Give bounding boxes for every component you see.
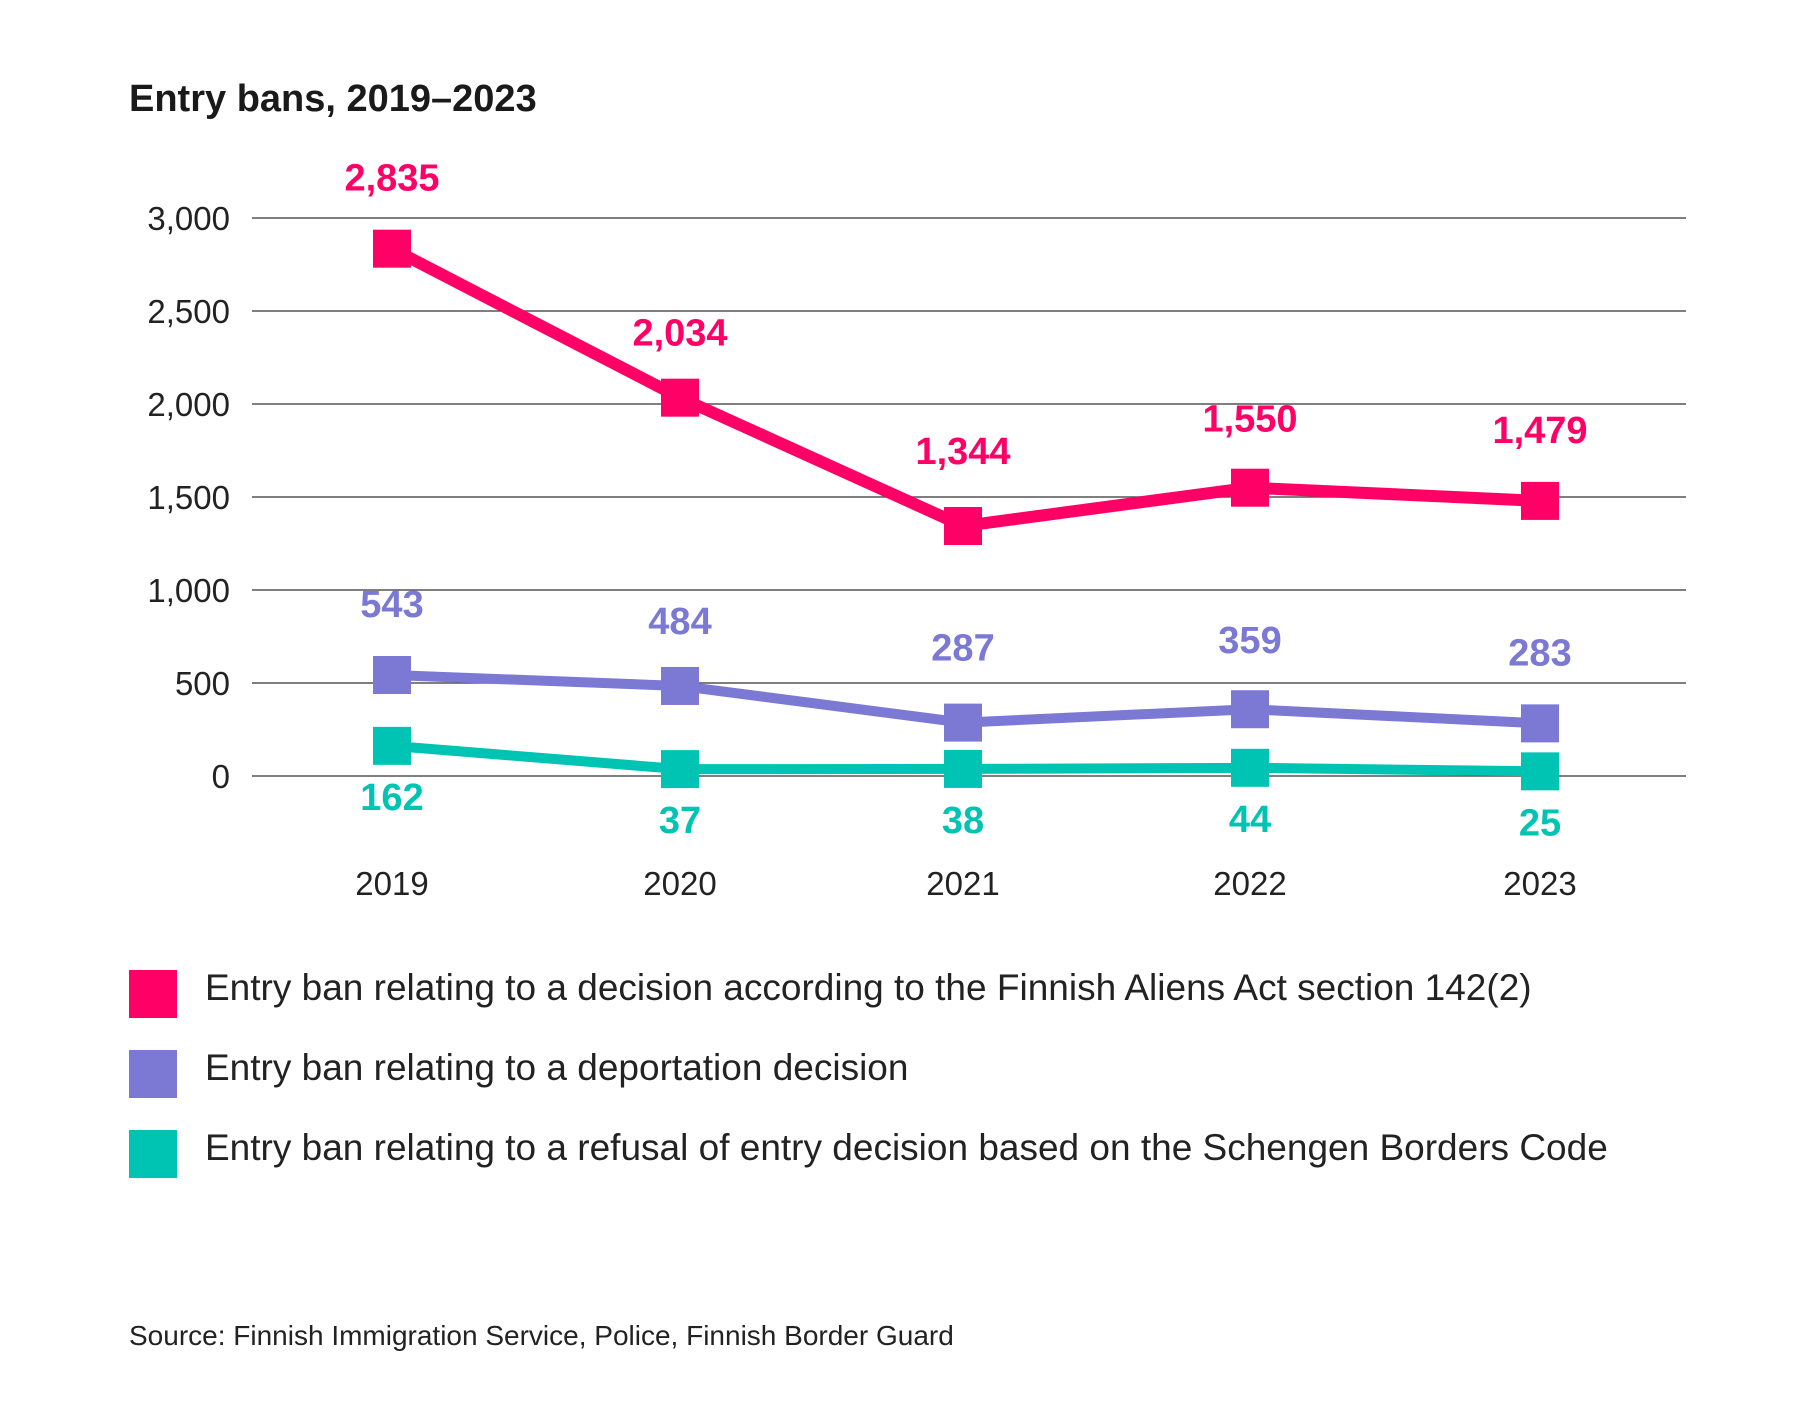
data-label: 1,550 xyxy=(1202,399,1297,441)
series-line xyxy=(389,243,1541,533)
data-label: 283 xyxy=(1508,632,1571,674)
legend-swatch-deportation xyxy=(129,1050,177,1098)
data-label-background xyxy=(1480,627,1600,674)
data-point-marker xyxy=(661,750,699,789)
x-tick-label: 2021 xyxy=(926,865,999,902)
data-point-marker xyxy=(373,726,411,765)
x-tick-label: 2019 xyxy=(355,865,428,902)
legend-item-schengen: Entry ban relating to a refusal of entry… xyxy=(129,1122,1749,1178)
data-point-marker xyxy=(944,749,982,788)
data-point-marker xyxy=(661,378,699,417)
data-point-marker xyxy=(944,703,982,742)
data-label: 1,479 xyxy=(1492,410,1587,452)
data-label: 2,034 xyxy=(632,313,727,355)
data-point-marker xyxy=(1231,468,1269,507)
data-point-marker xyxy=(373,229,411,268)
y-tick-label: 3,000 xyxy=(147,200,230,237)
data-point-marker xyxy=(1231,690,1269,729)
x-tick-label: 2020 xyxy=(643,865,716,902)
legend-swatch-aliens-act xyxy=(129,970,177,1018)
legend: Entry ban relating to a decision accordi… xyxy=(129,962,1749,1202)
data-point-marker xyxy=(1521,752,1559,791)
x-tick-label: 2022 xyxy=(1213,865,1286,902)
y-tick-label: 500 xyxy=(175,665,230,702)
legend-label-aliens-act: Entry ban relating to a decision accordi… xyxy=(205,967,1532,1008)
data-label: 25 xyxy=(1519,802,1561,844)
data-label: 543 xyxy=(360,584,423,626)
data-label: 287 xyxy=(931,628,994,670)
y-tick-label: 0 xyxy=(212,758,230,795)
legend-swatch-schengen xyxy=(129,1130,177,1178)
data-labels: 2,835 2,034 1,344 1,550 1,479 543 484 287 359 283… xyxy=(344,158,1600,844)
y-tick-label: 1,500 xyxy=(147,479,230,516)
legend-label-schengen: Entry ban relating to a refusal of entry… xyxy=(205,1127,1608,1168)
y-tick-label: 1,000 xyxy=(147,572,230,609)
data-point-marker xyxy=(1231,748,1269,787)
legend-item-deportation: Entry ban relating to a deportation deci… xyxy=(129,1042,1749,1098)
x-tick-label: 2023 xyxy=(1503,865,1576,902)
data-point-marker xyxy=(373,656,411,695)
source-note: Source: Finnish Immigration Service, Pol… xyxy=(129,1320,954,1351)
data-point-marker xyxy=(1521,481,1559,520)
data-label: 38 xyxy=(942,800,984,842)
y-axis-ticks: 0 500 1,000 1,500 2,000 2,500 3,000 xyxy=(147,200,230,795)
data-point-marker xyxy=(944,507,982,546)
data-label: 484 xyxy=(648,601,711,643)
data-point-marker xyxy=(1521,704,1559,743)
y-tick-label: 2,500 xyxy=(147,293,230,330)
legend-label-deportation: Entry ban relating to a deportation deci… xyxy=(205,1047,909,1088)
data-label: 2,835 xyxy=(344,158,439,200)
x-axis-ticks: 2019 2020 2021 2022 2023 xyxy=(355,865,1576,902)
legend-item-aliens-act: Entry ban relating to a decision accordi… xyxy=(129,962,1749,1018)
series-markers xyxy=(373,229,1559,791)
y-tick-label: 2,000 xyxy=(147,386,230,423)
data-label: 37 xyxy=(659,800,701,842)
data-label: 1,344 xyxy=(915,431,1010,473)
data-label: 44 xyxy=(1229,799,1271,841)
chart-title: Entry bans, 2019–2023 xyxy=(129,78,537,120)
data-label: 359 xyxy=(1218,620,1281,662)
data-label: 162 xyxy=(360,777,423,819)
data-point-marker xyxy=(661,666,699,705)
